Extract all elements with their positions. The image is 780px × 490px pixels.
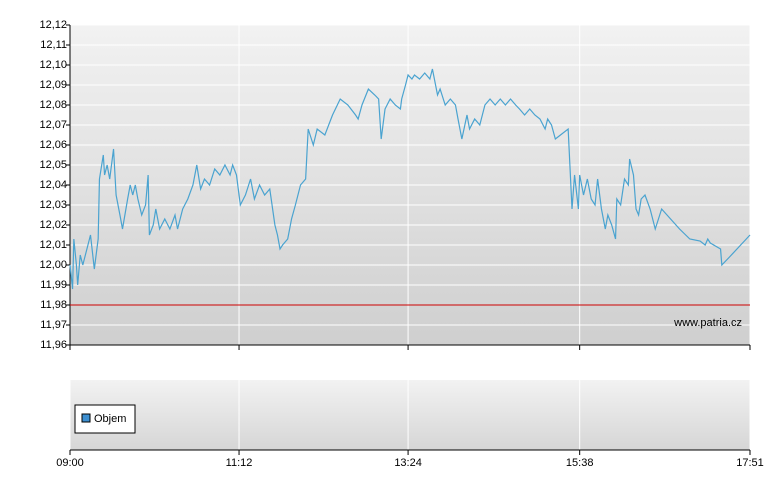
y-tick-label: 12,01 xyxy=(39,239,67,251)
x-tick-label: 09:00 xyxy=(56,457,84,469)
y-tick-label: 12,09 xyxy=(39,79,67,91)
x-tick-label: 13:24 xyxy=(394,457,422,469)
y-tick-label: 12,10 xyxy=(39,59,67,71)
y-tick-label: 12,04 xyxy=(39,179,67,191)
legend-label: Objem xyxy=(94,413,126,425)
legend-swatch xyxy=(81,413,91,423)
y-tick-label: 12,02 xyxy=(39,219,67,231)
y-tick-label: 12,05 xyxy=(39,159,67,171)
x-tick-label: 15:38 xyxy=(566,457,594,469)
y-tick-label: 11,96 xyxy=(40,339,67,351)
volume-panel xyxy=(70,380,750,450)
y-tick-label: 12,06 xyxy=(39,139,67,151)
price-line xyxy=(69,68,751,290)
x-tick-label: 11:12 xyxy=(226,457,253,469)
y-tick-label: 12,08 xyxy=(39,99,67,111)
y-tick-label: 11,99 xyxy=(40,279,67,291)
y-tick-label: 12,00 xyxy=(39,259,67,271)
y-tick-label: 12,11 xyxy=(40,39,67,51)
y-tick-label: 12,03 xyxy=(39,199,67,211)
x-tick-label: 17:51 xyxy=(736,457,764,469)
y-tick-label: 11,97 xyxy=(40,319,67,331)
watermark: www.patria.cz xyxy=(673,317,742,329)
y-tick-label: 11,98 xyxy=(40,299,67,311)
y-tick-label: 12,07 xyxy=(39,119,67,131)
y-tick-label: 12,12 xyxy=(39,19,67,31)
